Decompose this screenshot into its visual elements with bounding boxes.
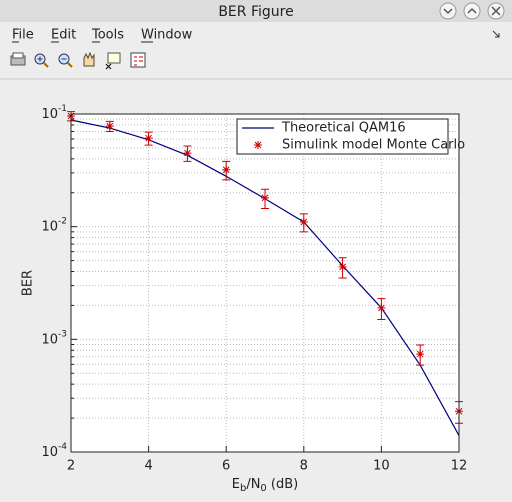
toolbar xyxy=(10,51,146,70)
marker xyxy=(183,149,192,158)
pan-button[interactable] xyxy=(83,51,95,67)
x-axis-label: Eb/N0 (dB) xyxy=(232,477,299,495)
x-tick-label: 6 xyxy=(222,459,230,474)
legend-label: Simulink model Monte Carlo xyxy=(282,138,465,153)
x-axis-label-part: E xyxy=(232,477,240,492)
menu-item[interactable]: File xyxy=(12,28,34,43)
marker xyxy=(144,134,153,143)
marker xyxy=(377,303,386,312)
window-buttons[interactable] xyxy=(439,2,505,20)
zoom-in-button[interactable] xyxy=(34,53,49,68)
legend-swatch xyxy=(254,141,262,149)
menu-dock-icon[interactable] xyxy=(492,30,500,38)
x-axis-label-part: b xyxy=(240,483,246,494)
menu-item[interactable]: Tools xyxy=(91,28,124,43)
axes-box xyxy=(70,113,460,453)
y-tick-label: 10-3 xyxy=(41,329,67,347)
marker xyxy=(261,193,269,202)
marker xyxy=(299,218,308,227)
x-tick-label: 8 xyxy=(300,459,308,474)
zoom-out-button[interactable] xyxy=(58,53,73,68)
x-axis-label-part: (dB) xyxy=(267,477,298,492)
y-tick-label: 10-1 xyxy=(41,104,67,122)
y-tick-label: 10-4 xyxy=(41,442,67,460)
marker xyxy=(338,262,347,271)
y-axis-label: BER xyxy=(21,270,36,296)
marker xyxy=(222,165,231,174)
data-cursor-button[interactable] xyxy=(105,52,121,70)
legend-box xyxy=(236,118,449,155)
marker xyxy=(416,350,425,359)
x-tick-label: 10 xyxy=(373,459,390,474)
legend-button[interactable] xyxy=(130,52,146,68)
menu-bar xyxy=(0,24,512,46)
menu-item[interactable]: Window xyxy=(141,28,193,43)
plot-area xyxy=(71,114,459,452)
legend-label: Theoretical QAM16 xyxy=(281,121,406,136)
window-title: BER Figure xyxy=(218,4,293,20)
marker xyxy=(105,122,114,131)
menu-item[interactable]: Edit xyxy=(51,28,76,43)
x-axis-label-part: 0 xyxy=(260,483,266,494)
x-tick-label: 4 xyxy=(144,459,152,474)
x-axis-label-part: /N xyxy=(246,477,260,492)
title-bar xyxy=(0,0,512,22)
print-button[interactable] xyxy=(10,52,26,66)
legend: Theoretical QAM16 Simulink model Monte Ca… xyxy=(236,118,465,155)
y-tick-label: 10-2 xyxy=(41,216,67,234)
x-tick-label: 12 xyxy=(451,459,468,474)
x-tick-label: 2 xyxy=(67,459,75,474)
